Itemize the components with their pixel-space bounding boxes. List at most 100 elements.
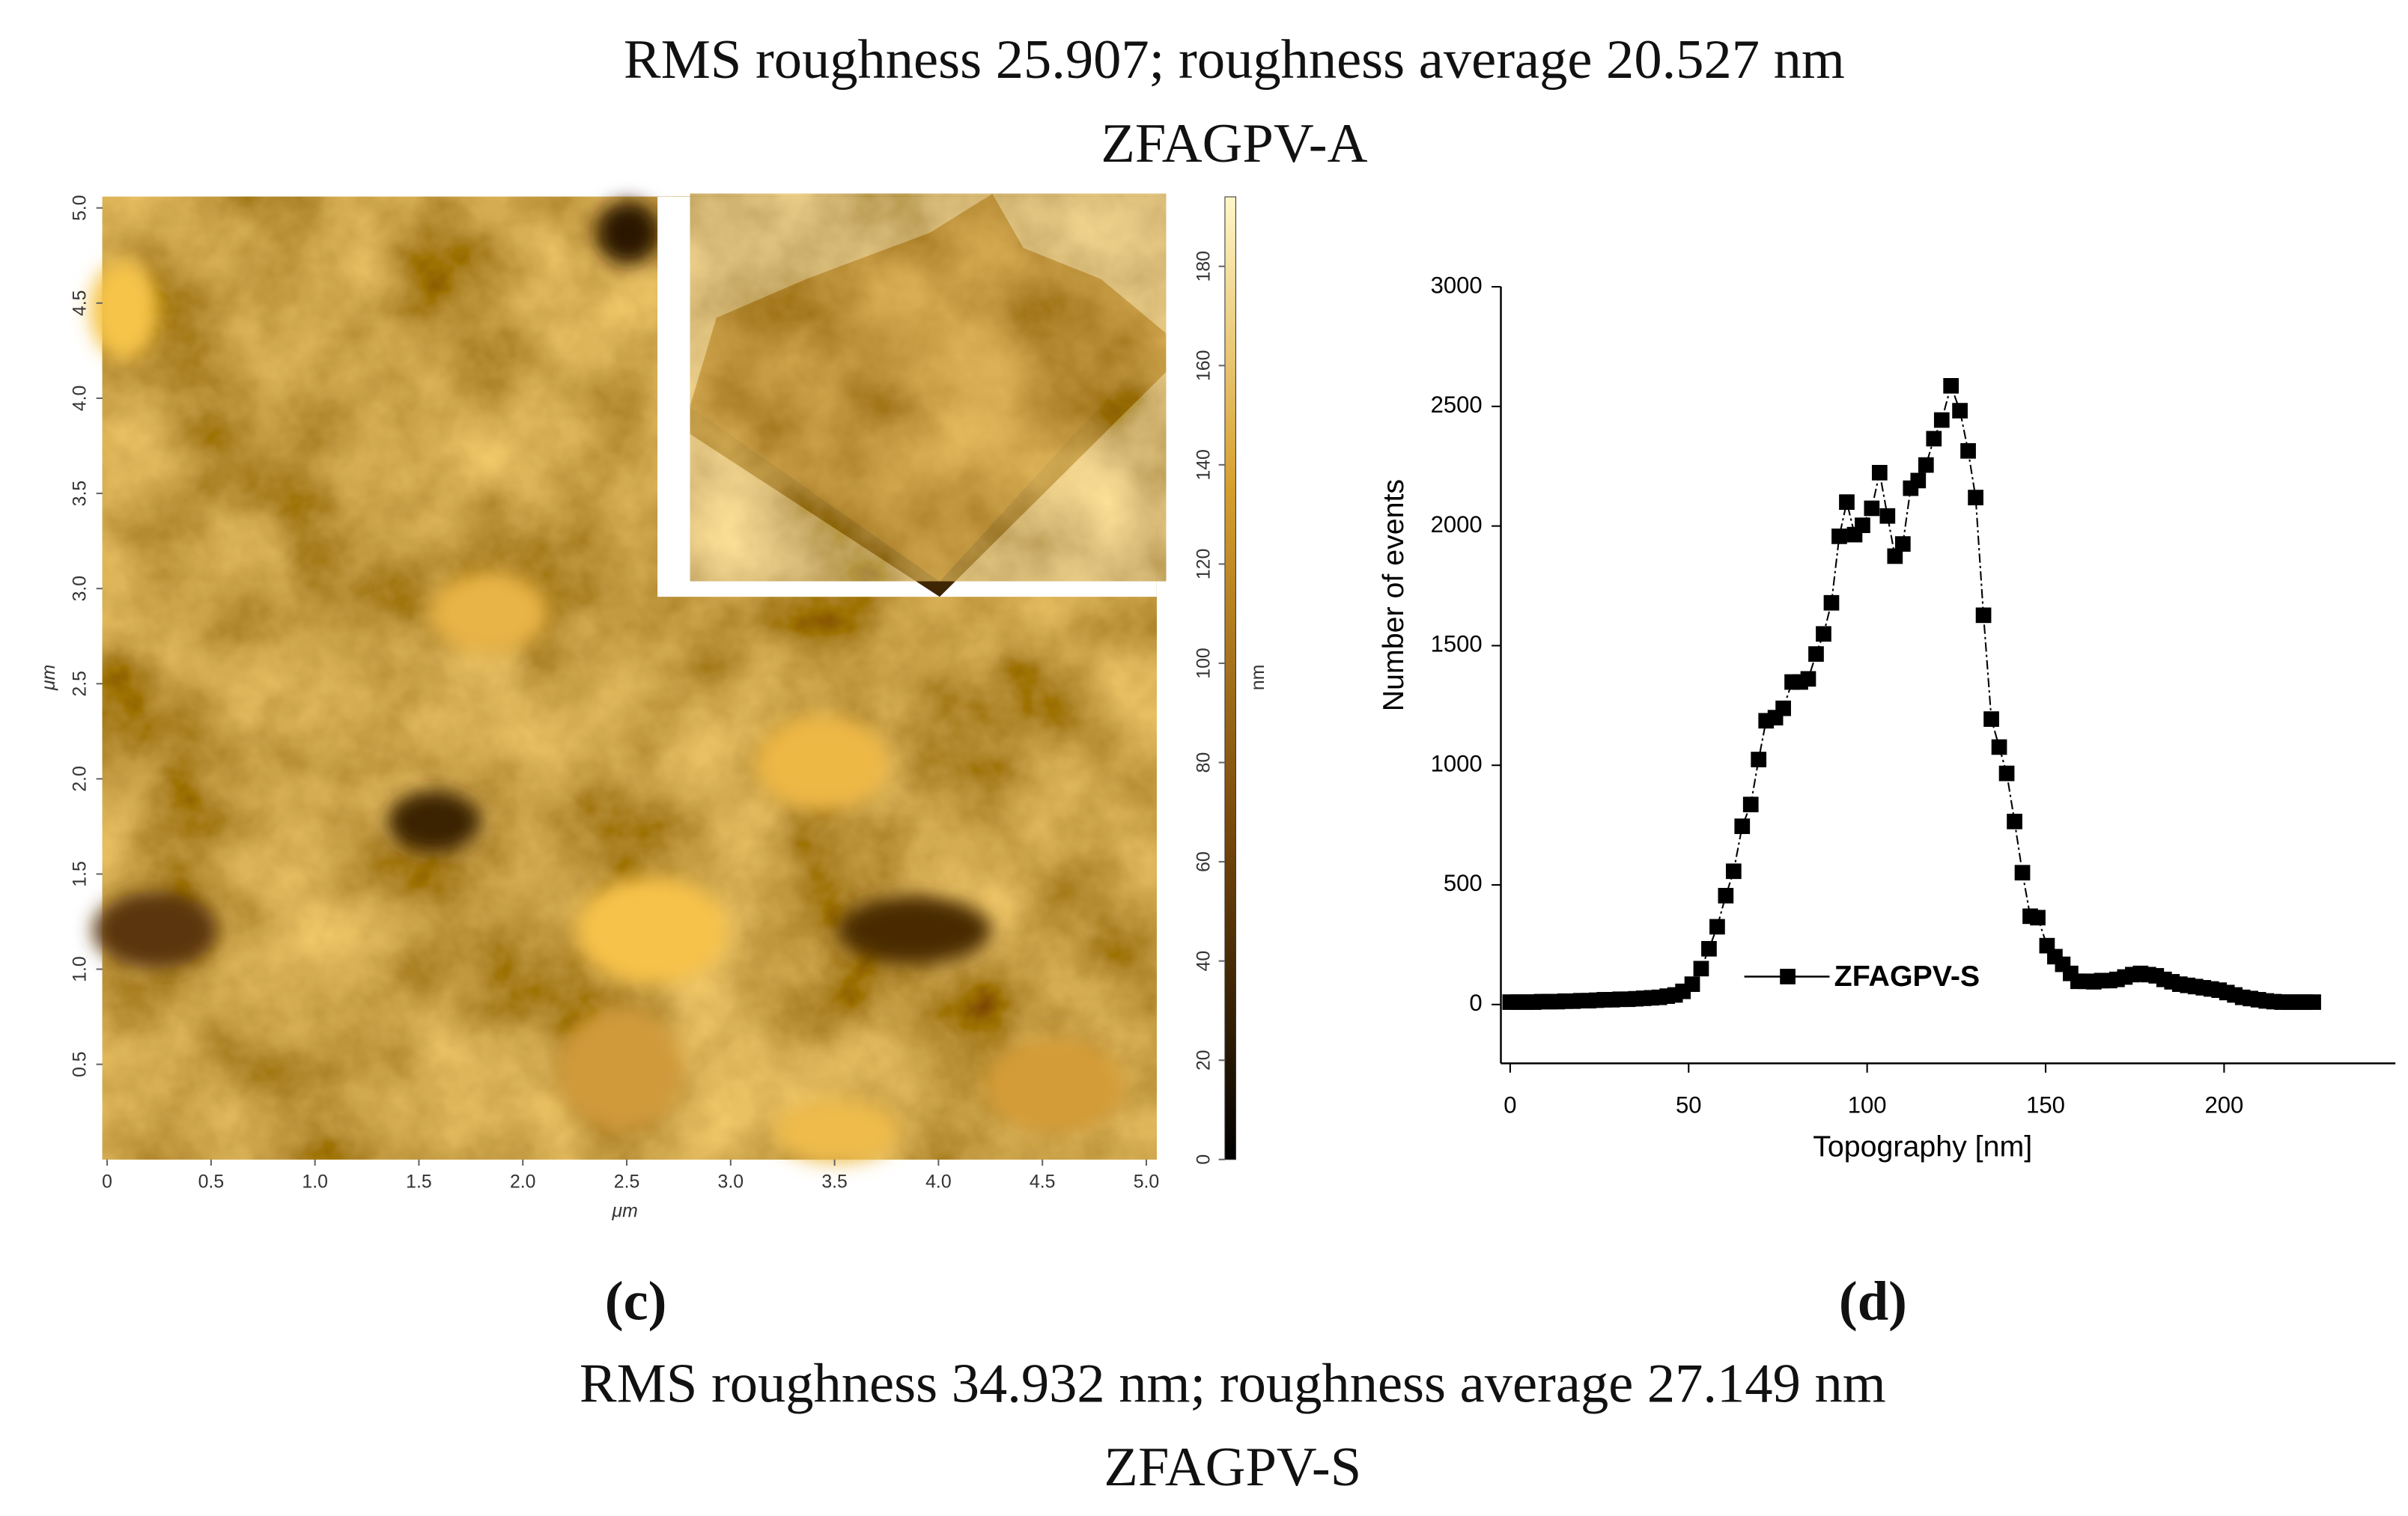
x-tick-label: 2.0: [510, 1172, 536, 1192]
y-tick-label: 1000: [1431, 750, 1483, 776]
x-tick-label: 200: [2204, 1092, 2243, 1118]
legend-marker: [1780, 969, 1796, 984]
x-tick-label: 3.0: [718, 1172, 744, 1192]
x-tick-label: 1.0: [302, 1172, 328, 1192]
afm-image: [90, 193, 1236, 1163]
data-point: [1800, 671, 1816, 687]
y-tick-label: 4.5: [70, 290, 90, 317]
data-point: [1808, 646, 1824, 662]
y-tick-label: 2.0: [70, 766, 90, 792]
data-point: [1718, 888, 1734, 904]
y-tick-label: 0: [1469, 990, 1482, 1016]
x-axis-label: Topography [nm]: [1813, 1130, 2032, 1163]
data-point: [2030, 910, 2046, 926]
x-tick-label: 3.5: [821, 1172, 848, 1192]
data-point: [1751, 752, 1767, 767]
data-point: [1887, 548, 1903, 564]
colorbar-tick-label: 160: [1194, 350, 1214, 381]
afm-grains: [90, 201, 1125, 1163]
inset-sides: [690, 333, 1167, 597]
y-tick-label: 2000: [1431, 511, 1483, 538]
y-tick-label: 5.0: [70, 195, 90, 221]
data-point: [1879, 508, 1896, 524]
x-tick-label: 5.0: [1134, 1172, 1160, 1192]
inset-texture: [690, 193, 1167, 582]
colorbar-tick-label: 180: [1194, 251, 1214, 281]
data-point: [1742, 797, 1759, 812]
x-tick-label: 2.5: [614, 1172, 640, 1192]
y-tick-label: 1.5: [70, 861, 90, 887]
colorbar-tick-label: 20: [1194, 1050, 1214, 1071]
data-point: [1871, 465, 1888, 481]
data-point: [1983, 711, 1999, 727]
y-tick-label: 3000: [1431, 272, 1483, 298]
x-tick-label: 0.5: [198, 1172, 225, 1192]
data-point: [1855, 517, 1870, 534]
data-point: [1926, 430, 1942, 447]
data-point: [1734, 818, 1751, 835]
colorbar-tick-label: 60: [1194, 851, 1214, 872]
data-point: [1998, 765, 2015, 782]
data-point: [1918, 457, 1934, 473]
caption: RMS roughness 34.932 nm; roughness avera…: [580, 1353, 1886, 1414]
data-point: [1864, 500, 1880, 517]
panel-label: (d): [1839, 1271, 1907, 1333]
caption: RMS roughness 25.907; roughness average …: [624, 29, 1845, 91]
data-point: [1975, 607, 1992, 624]
data-point: [1831, 529, 1847, 544]
x-tick-label: 100: [1848, 1092, 1887, 1118]
y-tick-label: 500: [1444, 870, 1483, 896]
y-axis-label: Number of events: [1377, 479, 1410, 711]
caption: ZFAGPV-S: [1104, 1437, 1361, 1498]
data-point: [1952, 403, 1968, 418]
colorbar-tick-label: 80: [1194, 752, 1214, 773]
y-tick-label: 2500: [1431, 392, 1483, 418]
data-point: [1725, 863, 1742, 880]
y-tick-label: 0.5: [70, 1051, 90, 1077]
data-point: [1968, 490, 1983, 505]
legend-label: ZFAGPV-S: [1834, 960, 1980, 993]
data-point: [1823, 594, 1840, 611]
data-point: [1775, 700, 1791, 716]
x-tick-label: 1.5: [406, 1172, 432, 1192]
y-tick-label: 1500: [1431, 631, 1483, 657]
colorbar: [1224, 196, 1236, 1160]
data-point: [2007, 813, 2022, 829]
data-point: [1910, 472, 1927, 489]
data-point: [1693, 961, 1709, 977]
x-axis-label: μm: [612, 1202, 638, 1222]
data-point: [1943, 378, 1959, 394]
data-point: [1960, 442, 1976, 459]
colorbar-label: nm: [1248, 665, 1268, 691]
data-point: [2014, 865, 2031, 881]
data-point: [1684, 976, 1700, 992]
colorbar-tick-label: 120: [1194, 549, 1214, 579]
y-tick-label: 3.0: [70, 576, 90, 602]
data-point: [1933, 412, 1950, 428]
data-point: [2305, 994, 2321, 1010]
colorbar-tick-label: 0: [1194, 1154, 1214, 1165]
panel-label: (c): [605, 1271, 667, 1333]
data-point: [1839, 494, 1855, 511]
y-tick-label: 1.0: [70, 956, 90, 982]
y-axis-label: μm: [39, 665, 59, 691]
x-tick-label: 0: [1504, 1092, 1516, 1118]
x-tick-label: 4.5: [1030, 1172, 1056, 1192]
data-point: [1701, 940, 1717, 957]
data-point: [1816, 626, 1831, 642]
colorbar-tick-label: 100: [1194, 648, 1214, 678]
data-point: [1894, 536, 1911, 552]
y-tick-label: 3.5: [70, 481, 90, 507]
colorbar-tick-label: 40: [1194, 951, 1214, 972]
caption: ZFAGPV-A: [1101, 113, 1367, 174]
y-tick-label: 2.5: [70, 671, 90, 697]
x-tick-label: 0: [102, 1172, 112, 1192]
data-point: [1709, 919, 1725, 935]
y-tick-label: 4.0: [70, 386, 90, 412]
x-tick-label: 4.0: [925, 1172, 952, 1192]
x-tick-label: 50: [1676, 1092, 1702, 1118]
data-point: [1991, 739, 2007, 755]
colorbar-tick-label: 140: [1194, 449, 1214, 480]
